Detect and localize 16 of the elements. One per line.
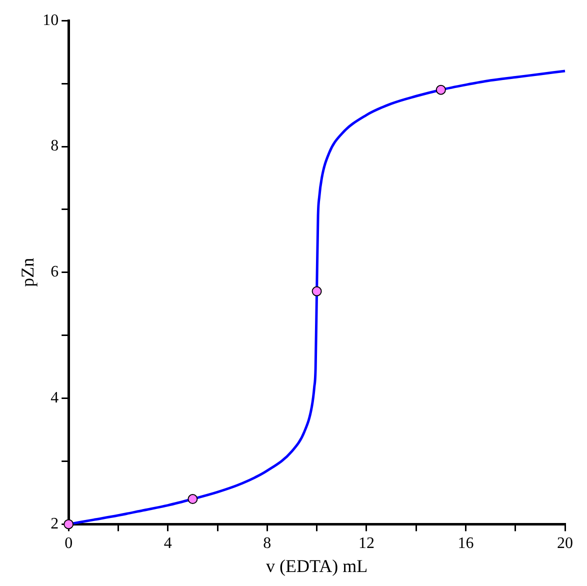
y-tick-label: 2 xyxy=(50,515,59,532)
y-tick-label: 4 xyxy=(50,390,59,407)
x-tick-label: 12 xyxy=(358,535,374,552)
x-tick-label: 20 xyxy=(557,535,573,552)
point xyxy=(188,494,198,504)
x-tick-label: 0 xyxy=(64,535,73,552)
y-tick-label: 10 xyxy=(42,12,59,29)
point xyxy=(312,286,322,296)
x-tick-label: 4 xyxy=(164,535,172,552)
x-tick-label: 16 xyxy=(458,535,474,552)
point xyxy=(436,84,446,95)
x-axis-title: v (EDTA) mL xyxy=(266,556,368,576)
y-tick-label: 8 xyxy=(50,138,59,155)
x-tick-label: 8 xyxy=(263,535,272,552)
y-tick-label: 6 xyxy=(50,264,59,281)
y-axis-title: pZn xyxy=(18,258,38,287)
